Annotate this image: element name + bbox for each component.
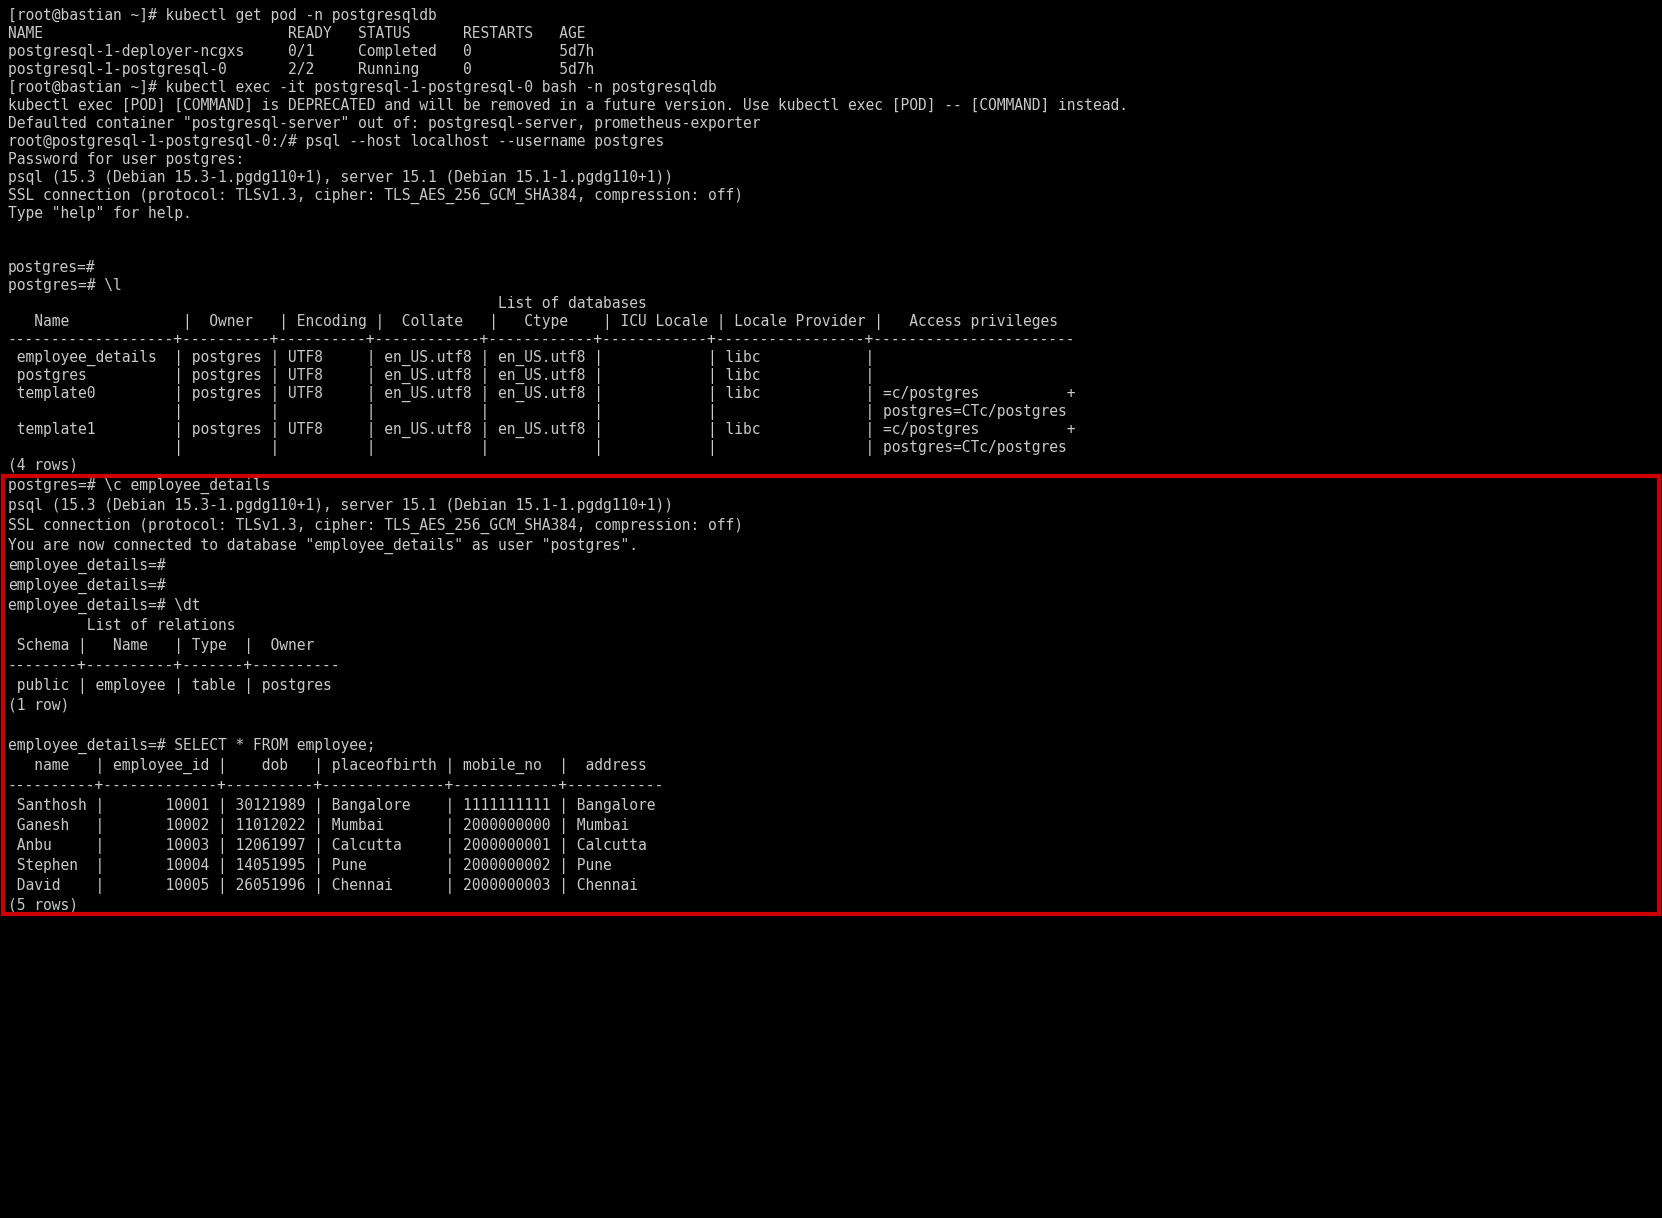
Text: Name             |  Owner   | Encoding |  Collate   |   Ctype    | ICU Locale | : Name | Owner | Encoding | Collate | Ctyp… <box>8 314 1084 330</box>
Text: [root@bastian ~]# kubectl get pod -n postgresqldb: [root@bastian ~]# kubectl get pod -n pos… <box>8 9 437 23</box>
Text: Ganesh   |       10002 | 11012022 | Mumbai       | 2000000000 | Mumbai: Ganesh | 10002 | 11012022 | Mumbai | 200… <box>8 818 630 834</box>
Text: (5 rows): (5 rows) <box>8 898 78 914</box>
Text: Schema |   Name   | Type  |  Owner: Schema | Name | Type | Owner <box>8 638 341 654</box>
Text: |          |          |            |            |            |                 |: | | | | | | | <box>8 440 1075 456</box>
Text: employee_details  | postgres | UTF8     | en_US.utf8 | en_US.utf8 |            |: employee_details | postgres | UTF8 | en_… <box>8 350 1075 367</box>
Text: List of relations: List of relations <box>8 618 236 633</box>
Text: template1         | postgres | UTF8     | en_US.utf8 | en_US.utf8 |            |: template1 | postgres | UTF8 | en_US.utf8… <box>8 421 1075 438</box>
Text: name   | employee_id |    dob   | placeofbirth | mobile_no  |  address: name | employee_id | dob | placeofbirth … <box>8 758 665 775</box>
Text: postgresql-1-postgresql-0       2/2     Running     0          5d7h: postgresql-1-postgresql-0 2/2 Running 0 … <box>8 62 595 77</box>
Text: (1 row): (1 row) <box>8 698 70 713</box>
Text: employee_details=#: employee_details=# <box>8 558 166 574</box>
Text: employee_details=# SELECT * FROM employee;: employee_details=# SELECT * FROM employe… <box>8 738 376 754</box>
Text: [root@bastian ~]# kubectl exec -it postgresql-1-postgresql-0 bash -n postgresqld: [root@bastian ~]# kubectl exec -it postg… <box>8 80 716 95</box>
Text: SSL connection (protocol: TLSv1.3, cipher: TLS_AES_256_GCM_SHA384, compression: : SSL connection (protocol: TLSv1.3, ciphe… <box>8 188 743 205</box>
Text: List of databases: List of databases <box>8 296 647 311</box>
Text: template0         | postgres | UTF8     | en_US.utf8 | en_US.utf8 |            |: template0 | postgres | UTF8 | en_US.utf8… <box>8 386 1075 402</box>
Text: -------------------+----------+----------+------------+------------+------------: -------------------+----------+---------… <box>8 333 1075 347</box>
Text: Type "help" for help.: Type "help" for help. <box>8 206 191 220</box>
Text: NAME                            READY   STATUS      RESTARTS   AGE: NAME READY STATUS RESTARTS AGE <box>8 26 585 41</box>
Text: Stephen  |       10004 | 14051995 | Pune         | 2000000002 | Pune: Stephen | 10004 | 14051995 | Pune | 2000… <box>8 857 612 875</box>
Text: Anbu     |       10003 | 12061997 | Calcutta     | 2000000001 | Calcutta: Anbu | 10003 | 12061997 | Calcutta | 200… <box>8 838 647 854</box>
Text: psql (15.3 (Debian 15.3-1.pgdg110+1), server 15.1 (Debian 15.1-1.pgdg110+1)): psql (15.3 (Debian 15.3-1.pgdg110+1), se… <box>8 171 673 185</box>
Text: David    |       10005 | 26051996 | Chennai      | 2000000003 | Chennai: David | 10005 | 26051996 | Chennai | 200… <box>8 878 638 894</box>
Text: employee_details=#: employee_details=# <box>8 579 166 594</box>
Text: postgres=# \l: postgres=# \l <box>8 278 121 294</box>
Text: You are now connected to database "employee_details" as user "postgres".: You are now connected to database "emplo… <box>8 538 638 554</box>
Text: postgres=#: postgres=# <box>8 259 95 275</box>
Text: |          |          |            |            |            |                 |: | | | | | | | <box>8 404 1075 420</box>
Text: (4 rows): (4 rows) <box>8 458 78 473</box>
Text: psql (15.3 (Debian 15.3-1.pgdg110+1), server 15.1 (Debian 15.1-1.pgdg110+1)): psql (15.3 (Debian 15.3-1.pgdg110+1), se… <box>8 498 673 513</box>
Text: postgres=# \c employee_details: postgres=# \c employee_details <box>8 477 271 495</box>
Text: Password for user postgres:: Password for user postgres: <box>8 152 244 167</box>
Text: root@postgresql-1-postgresql-0:/# psql --host localhost --username postgres: root@postgresql-1-postgresql-0:/# psql -… <box>8 134 665 149</box>
Text: --------+----------+-------+----------: --------+----------+-------+---------- <box>8 658 341 674</box>
Text: ----------+-------------+----------+--------------+------------+-----------: ----------+-------------+----------+----… <box>8 778 665 793</box>
Text: employee_details=# \dt: employee_details=# \dt <box>8 598 201 614</box>
Text: Santhosh |       10001 | 30121989 | Bangalore    | 1111111111 | Bangalore: Santhosh | 10001 | 30121989 | Bangalore … <box>8 798 655 814</box>
Text: Defaulted container "postgresql-server" out of: postgresql-server, prometheus-ex: Defaulted container "postgresql-server" … <box>8 116 761 132</box>
Text: public | employee | table | postgres: public | employee | table | postgres <box>8 678 332 694</box>
Text: postgres          | postgres | UTF8     | en_US.utf8 | en_US.utf8 |            |: postgres | postgres | UTF8 | en_US.utf8 … <box>8 368 1075 384</box>
Text: SSL connection (protocol: TLSv1.3, cipher: TLS_AES_256_GCM_SHA384, compression: : SSL connection (protocol: TLSv1.3, ciphe… <box>8 518 743 535</box>
Text: postgresql-1-deployer-ncgxs     0/1     Completed   0          5d7h: postgresql-1-deployer-ncgxs 0/1 Complete… <box>8 44 595 58</box>
Text: kubectl exec [POD] [COMMAND] is DEPRECATED and will be removed in a future versi: kubectl exec [POD] [COMMAND] is DEPRECAT… <box>8 97 1128 113</box>
